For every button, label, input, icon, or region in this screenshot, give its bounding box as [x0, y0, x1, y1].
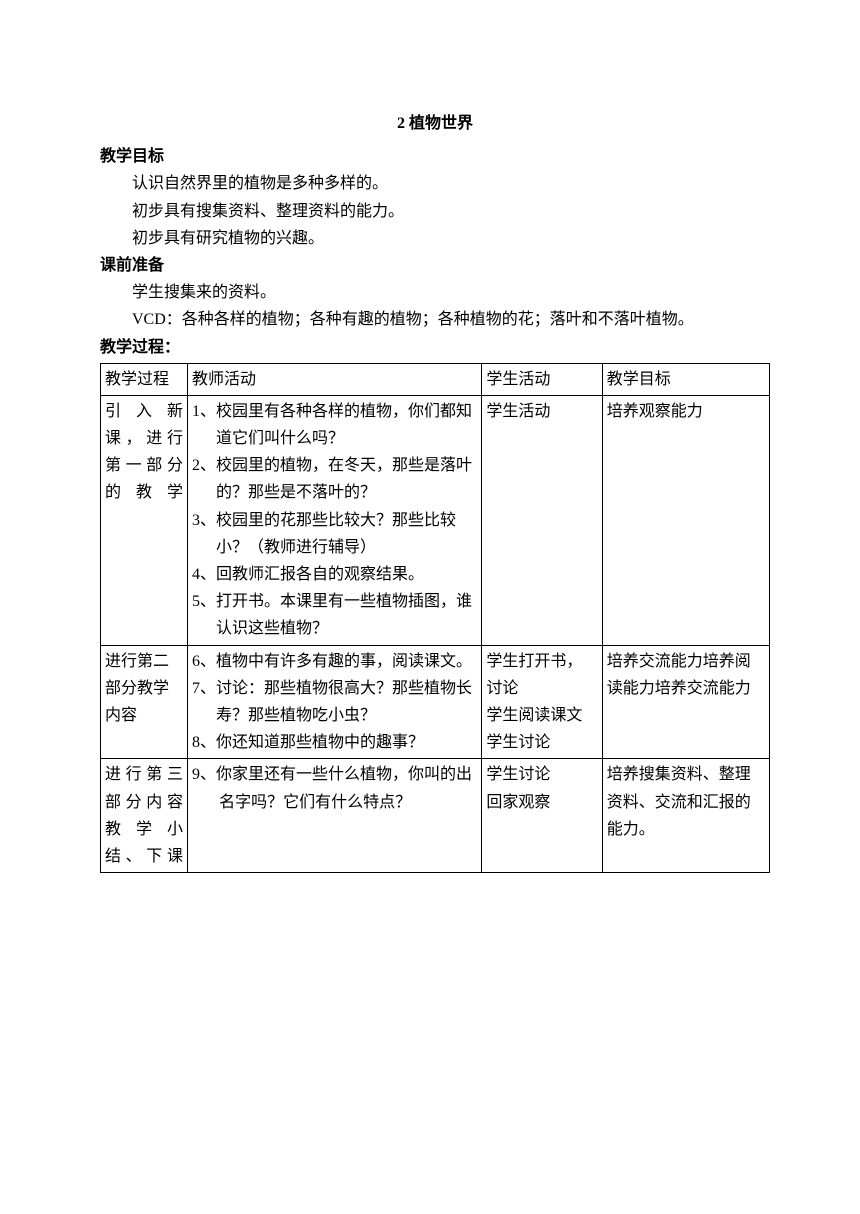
document-title: 2 植物世界	[100, 110, 770, 137]
objectives-header: 教学目标	[100, 143, 770, 170]
process-cell: 引入新课，进行第一部分的教学	[101, 395, 188, 645]
objective-item: 认识自然界里的植物是多种多样的。	[100, 170, 770, 197]
item-text: 校园里的植物，在冬天，那些是落叶的？那些是不落叶的？	[216, 452, 477, 506]
item-text: 9、你家里还有一些什么植物，你叫的出名字吗？它们有什么特点？	[192, 761, 477, 815]
item-number: 3、	[192, 507, 216, 561]
item-text: 植物中有许多有趣的事，阅读课文。	[216, 648, 477, 675]
item-number: 2、	[192, 452, 216, 506]
process-header: 教学过程：	[100, 334, 770, 361]
item-text: 讨论：那些植物很高大？那些植物长寿？那些植物吃小虫？	[216, 675, 477, 729]
process-table: 教学过程 教师活动 学生活动 教学目标 引入新课，进行第一部分的教学 1、校园里…	[100, 363, 770, 873]
item-text: 你还知道那些植物中的趣事？	[216, 729, 477, 756]
preparation-item: VCD：各种各样的植物；各种有趣的植物；各种植物的花；落叶和不落叶植物。	[100, 306, 770, 333]
teacher-cell: 6、植物中有许多有趣的事，阅读课文。 7、讨论：那些植物很高大？那些植物长寿？那…	[187, 645, 481, 759]
item-number: 5、	[192, 588, 216, 642]
item-number: 7、	[192, 675, 216, 729]
student-cell: 学生讨论 回家观察	[482, 759, 602, 873]
goal-cell: 培养交流能力培养阅读能力培养交流能力	[602, 645, 769, 759]
teacher-cell: 1、校园里有各种各样的植物，你们都知道它们叫什么吗？ 2、校园里的植物，在冬天，…	[187, 395, 481, 645]
preparation-item: 学生搜集来的资料。	[100, 279, 770, 306]
item-text: 回教师汇报各自的观察结果。	[216, 561, 477, 588]
item-number: 6、	[192, 648, 216, 675]
header-cell-process: 教学过程	[101, 363, 188, 395]
item-text: 校园里的花那些比较大？那些比较小？（教师进行辅导）	[216, 507, 477, 561]
item-text: 校园里有各种各样的植物，你们都知道它们叫什么吗？	[216, 398, 477, 452]
item-number: 4、	[192, 561, 216, 588]
goal-cell: 培养观察能力	[602, 395, 769, 645]
table-row: 进行第三部分内容 教学小结、下课 9、你家里还有一些什么植物，你叫的出名字吗？它…	[101, 759, 770, 873]
process-cell: 进行第三部分内容 教学小结、下课	[101, 759, 188, 873]
table-row: 引入新课，进行第一部分的教学 1、校园里有各种各样的植物，你们都知道它们叫什么吗…	[101, 395, 770, 645]
item-number: 8、	[192, 729, 216, 756]
objective-item: 初步具有搜集资料、整理资料的能力。	[100, 198, 770, 225]
process-text-b: 教学小结、下课	[105, 821, 183, 865]
student-cell: 学生打开书，讨论 学生阅读课文 学生讨论	[482, 645, 602, 759]
process-text-a: 进行第三部分内容	[105, 766, 183, 810]
item-text: 打开书。本课里有一些植物插图，谁认识这些植物？	[216, 588, 477, 642]
objective-item: 初步具有研究植物的兴趣。	[100, 225, 770, 252]
goal-cell: 培养搜集资料、整理资料、交流和汇报的能力。	[602, 759, 769, 873]
table-header-row: 教学过程 教师活动 学生活动 教学目标	[101, 363, 770, 395]
teacher-cell: 9、你家里还有一些什么植物，你叫的出名字吗？它们有什么特点？	[187, 759, 481, 873]
header-cell-teacher: 教师活动	[187, 363, 481, 395]
preparation-header: 课前准备	[100, 252, 770, 279]
student-cell: 学生活动	[482, 395, 602, 645]
header-cell-goal: 教学目标	[602, 363, 769, 395]
table-row: 进行第二部分教学内容 6、植物中有许多有趣的事，阅读课文。 7、讨论：那些植物很…	[101, 645, 770, 759]
process-cell: 进行第二部分教学内容	[101, 645, 188, 759]
header-cell-student: 学生活动	[482, 363, 602, 395]
item-number: 1、	[192, 398, 216, 452]
